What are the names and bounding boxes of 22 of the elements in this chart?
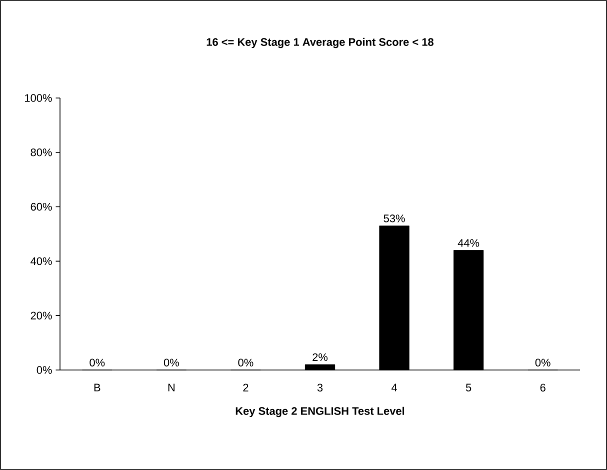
y-tick-label: 60%: [30, 202, 52, 211]
y-tick-label: 40%: [30, 257, 52, 266]
data-label: 44%: [458, 239, 480, 247]
data-label: 2%: [312, 353, 328, 362]
x-tick-label: B: [94, 384, 100, 392]
x-tick-label: 5: [466, 384, 472, 392]
data-label: 53%: [384, 214, 405, 222]
y-tick-label: 80%: [30, 148, 52, 156]
data-label: 0%: [90, 358, 105, 366]
data-label: 0%: [535, 358, 550, 366]
x-tick-label: 2: [243, 384, 248, 392]
x-tick-label: 3: [317, 384, 323, 392]
x-tick-label: 4: [391, 384, 398, 392]
chart-title: 16 <= Key Stage 1 Average Point Score < 18: [206, 38, 434, 48]
data-label: 0%: [164, 358, 179, 366]
data-label: 0%: [238, 358, 254, 366]
y-tick-label: 20%: [30, 312, 52, 320]
x-tick-label: 6: [540, 384, 546, 392]
x-axis-title: Key Stage 2 ENGLISH Test Level: [236, 406, 404, 418]
y-tick-label: 0%: [36, 366, 52, 374]
y-tick-label: 100%: [25, 94, 52, 102]
x-tick-label: N: [168, 384, 174, 392]
